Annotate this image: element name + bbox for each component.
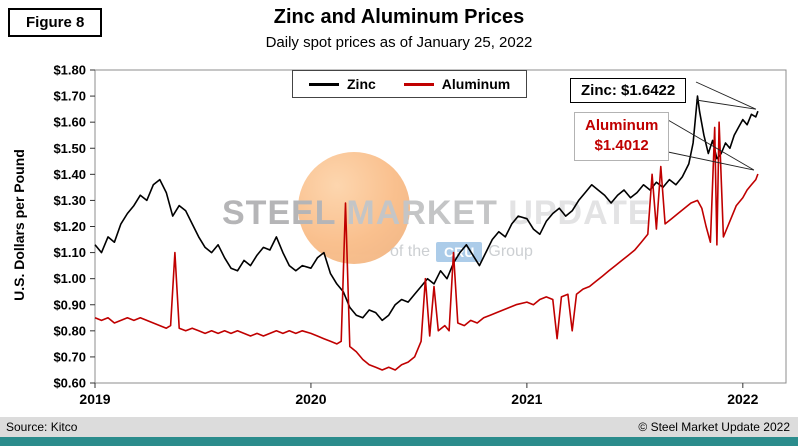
- chart-title: Zinc and Aluminum Prices: [273, 6, 525, 28]
- aluminum-callout-value: $1.4012: [594, 137, 649, 155]
- y-tick-label: $1.00: [53, 271, 86, 286]
- y-tick-label: $1.50: [53, 141, 86, 156]
- source-credit: Source: Kitco: [6, 420, 78, 434]
- aluminum-leader-line: [667, 119, 755, 171]
- legend-label-zinc: Zinc: [347, 76, 376, 92]
- x-tick-label: 2019: [79, 391, 110, 407]
- plot-border: [94, 69, 787, 384]
- chart-legend: Zinc Aluminum: [292, 70, 528, 98]
- legend-item-aluminum: Aluminum: [403, 76, 511, 92]
- y-tick-label: $0.90: [53, 297, 86, 312]
- y-tick-label: $0.60: [53, 376, 86, 391]
- series-line-aluminum: [94, 121, 759, 371]
- footer-teal-bar: [0, 437, 798, 446]
- y-tick-label: $0.80: [53, 323, 86, 338]
- zinc-leader-line: [695, 81, 757, 110]
- legend-label-aluminum: Aluminum: [441, 76, 511, 92]
- y-tick-label: $1.40: [53, 167, 86, 182]
- footer-strip: Source: Kitco © Steel Market Update 2022: [0, 417, 798, 437]
- y-tick-label: $1.10: [53, 245, 86, 260]
- y-tick-label: $1.30: [53, 193, 86, 208]
- zinc-leader-line: [695, 99, 756, 110]
- y-tick-label: $0.70: [53, 349, 86, 364]
- aluminum-line-swatch: [403, 82, 434, 86]
- legend-item-zinc: Zinc: [309, 76, 376, 92]
- y-tick-label: $1.80: [53, 63, 86, 78]
- y-tick-label: $1.60: [53, 115, 86, 130]
- aluminum-price-callout: Aluminum $1.4012: [574, 112, 670, 161]
- x-tick-label: 2022: [727, 391, 758, 407]
- x-tick-label: 2020: [295, 391, 326, 407]
- price-chart: $0.60 $0.70 $0.80 $0.90 $1.00 $1.10 $1.20 $1.30…: [53, 63, 787, 407]
- aluminum-callout-label: Aluminum: [585, 117, 659, 134]
- zinc-line-swatch: [309, 82, 339, 86]
- aluminum-leader-line: [667, 151, 755, 171]
- zinc-price-callout: Zinc: $1.6422: [570, 78, 687, 103]
- copyright-text: © Steel Market Update 2022: [638, 420, 790, 434]
- series-line-zinc: [94, 95, 759, 322]
- y-tick-label: $1.20: [53, 219, 86, 234]
- y-tick-label: $1.70: [53, 89, 86, 104]
- figure-label: Figure 8: [8, 8, 103, 37]
- x-tick-label: 2021: [511, 391, 542, 407]
- chart-subtitle: Daily spot prices as of January 25, 2022: [265, 34, 533, 51]
